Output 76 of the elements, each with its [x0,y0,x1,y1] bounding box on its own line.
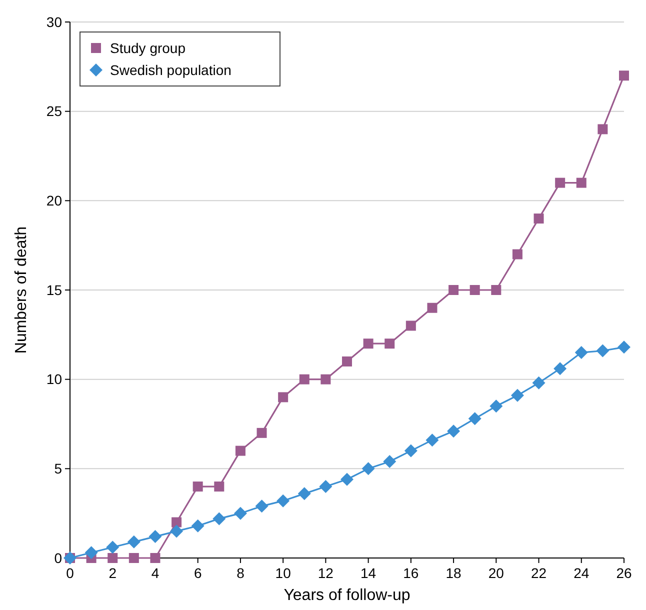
point [596,344,610,358]
point [256,428,267,438]
point [212,512,226,526]
point [191,519,204,532]
y-tick-label: 20 [46,192,62,209]
point [106,540,120,554]
point [510,388,524,402]
point [128,553,139,563]
point [491,285,502,295]
x-tick-label: 2 [108,565,117,581]
point [172,517,182,528]
point [148,530,162,544]
point [84,546,98,560]
point [342,356,352,366]
point [406,320,416,331]
point [447,424,460,438]
x-tick-label: 16 [403,565,419,581]
y-tick-label: 25 [46,103,62,120]
point [470,285,480,295]
point [512,249,522,260]
point [214,482,224,492]
y-tick-label: 30 [46,14,62,30]
y-tick-label: 10 [46,371,62,388]
x-tick-label: 12 [318,565,334,581]
point [278,392,288,402]
point [320,374,331,384]
x-axis-title: Years of follow-up [284,587,410,604]
x-tick-label: 18 [446,565,462,581]
point [384,338,395,349]
x-tick-label: 22 [530,565,547,581]
point [490,400,503,413]
point [427,302,438,313]
point [340,472,354,486]
x-tick-label: 14 [360,565,376,581]
x-tick-label: 24 [574,565,590,581]
point [127,535,140,548]
point [234,506,247,520]
point [618,340,630,354]
point [255,500,268,513]
point [534,214,544,224]
point [276,494,290,508]
x-tick-label: 10 [275,565,292,581]
x-tick-label: 6 [194,565,202,581]
point [362,462,375,476]
point [555,178,566,188]
point [299,374,310,384]
point [383,455,396,468]
point [319,480,332,494]
point [170,524,184,538]
x-tick-label: 26 [616,565,632,581]
y-tick-label: 0 [54,550,62,566]
point [598,124,608,134]
legend-label: Swedish population [110,62,232,78]
x-tick-label: 8 [236,565,245,581]
y-tick-label: 15 [46,282,62,298]
point [532,376,546,390]
point [468,412,482,426]
point [576,178,586,188]
x-tick-label: 4 [151,565,160,581]
y-tick-label: 5 [54,460,62,477]
point [619,70,629,81]
point [235,446,246,456]
point [298,487,311,500]
x-tick-label: 20 [488,565,504,581]
point [404,444,418,458]
point [554,362,567,376]
point [426,434,439,447]
point [108,553,118,563]
point [150,553,160,563]
legend-label: Study group [110,40,186,56]
x-tick-label: 0 [66,565,74,581]
point [448,285,459,295]
point [574,346,588,360]
point [192,482,203,492]
point [363,338,374,349]
y-axis-title: Numbers of death [13,226,30,354]
